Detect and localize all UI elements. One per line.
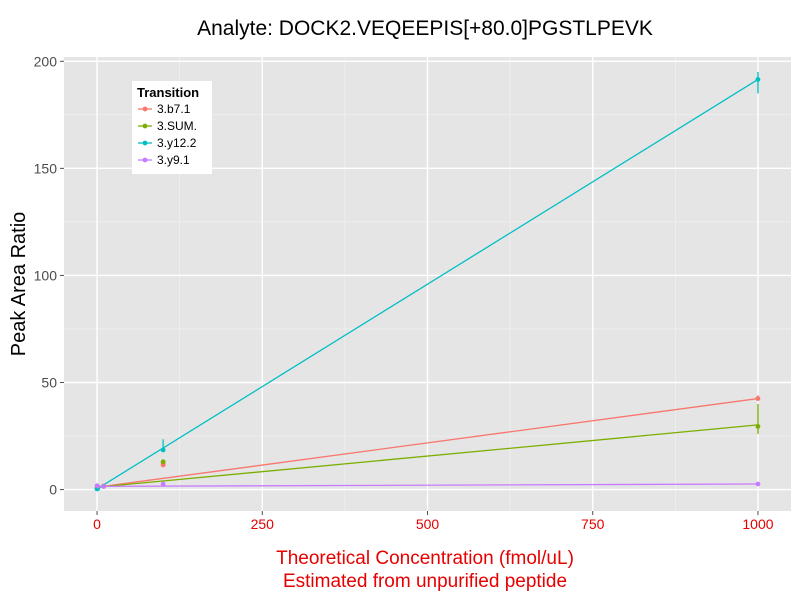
x-axis: 0 250 500 750 1000 bbox=[93, 511, 774, 532]
legend-label: 3.b7.1 bbox=[157, 102, 191, 116]
legend-label: 3.y9.1 bbox=[157, 153, 190, 167]
legend-key-point bbox=[142, 140, 148, 146]
legend-key-point bbox=[142, 123, 148, 129]
chart-title: Analyte: DOCK2.VEQEEPIS[+80.0]PGSTLPEVK bbox=[197, 17, 653, 40]
x-tick-label: 0 bbox=[93, 516, 101, 532]
x-axis-label-line-2: Estimated from unpurified peptide bbox=[283, 571, 567, 592]
x-tick-label: 500 bbox=[416, 516, 440, 532]
data-point bbox=[101, 483, 107, 489]
data-point bbox=[160, 459, 166, 465]
data-point bbox=[755, 396, 761, 401]
data-point bbox=[160, 447, 166, 453]
x-tick-label: 750 bbox=[581, 516, 605, 532]
legend-key-point bbox=[142, 106, 148, 112]
y-axis: 0 50 100 150 200 bbox=[34, 53, 64, 498]
legend-label: 3.y12.2 bbox=[157, 136, 197, 150]
fit-line bbox=[96, 397, 759, 488]
fit-lines bbox=[96, 78, 759, 490]
data-point bbox=[160, 481, 166, 487]
x-axis-label-line-1: Theoretical Concentration (fmol/uL) bbox=[276, 548, 574, 569]
x-tick-label: 250 bbox=[251, 516, 275, 532]
data-point bbox=[95, 483, 101, 489]
data-point bbox=[755, 424, 761, 429]
y-tick-label: 50 bbox=[41, 375, 57, 391]
legend: Transition 3.b7.1 3.SUM. 3.y12.2 3.y9.1 bbox=[132, 81, 212, 174]
legend-title: Transition bbox=[137, 85, 199, 100]
legend-key-point bbox=[142, 157, 148, 163]
legend-label: 3.SUM. bbox=[157, 119, 197, 133]
y-tick-label: 100 bbox=[34, 267, 58, 283]
y-tick-label: 0 bbox=[49, 482, 57, 498]
y-tick-label: 200 bbox=[34, 53, 58, 69]
y-axis-label: Peak Area Ratio bbox=[8, 212, 30, 357]
y-tick-label: 150 bbox=[34, 160, 58, 176]
data-point bbox=[755, 481, 761, 487]
x-tick-label: 1000 bbox=[742, 516, 773, 532]
data-point bbox=[755, 77, 761, 82]
fit-line bbox=[96, 78, 759, 490]
fit-line bbox=[96, 424, 759, 488]
data-points bbox=[94, 77, 761, 492]
fit-line bbox=[97, 483, 758, 488]
